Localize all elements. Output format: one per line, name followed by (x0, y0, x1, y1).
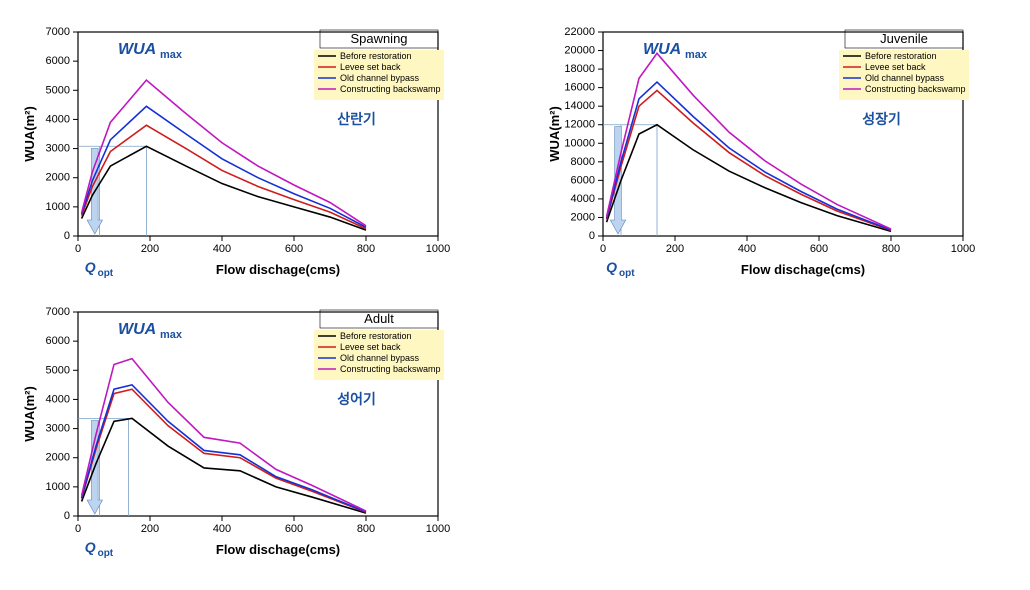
y-axis-label: WUA(m²) (547, 106, 562, 162)
legend-item: Before restoration (340, 331, 412, 341)
svg-text:200: 200 (666, 243, 684, 255)
svg-text:0: 0 (64, 230, 70, 242)
legend-item: Before restoration (340, 51, 412, 61)
svg-text:1000: 1000 (426, 523, 450, 535)
svg-text:1000: 1000 (951, 243, 975, 255)
panel-title: Juvenile (880, 31, 928, 46)
svg-text:2000: 2000 (46, 452, 70, 464)
panel-juvenile: 0200400600800100002000400060008000100001… (545, 20, 1010, 290)
svg-text:opt: opt (619, 268, 635, 279)
svg-text:opt: opt (98, 268, 114, 279)
legend-item: Levee set back (340, 62, 401, 72)
x-axis-label: Flow dischage(cms) (216, 542, 340, 557)
svg-text:2000: 2000 (571, 211, 595, 223)
svg-text:3000: 3000 (46, 143, 70, 155)
legend-item: Old channel bypass (865, 73, 945, 83)
svg-text:14000: 14000 (564, 100, 595, 112)
svg-text:600: 600 (810, 243, 828, 255)
svg-text:6000: 6000 (46, 55, 70, 67)
svg-text:5000: 5000 (46, 84, 70, 96)
svg-text:6000: 6000 (46, 335, 70, 347)
svg-text:0: 0 (589, 230, 595, 242)
svg-text:2000: 2000 (46, 172, 70, 184)
legend-item: Constructing backswamp (865, 84, 966, 94)
panel-title: Spawning (350, 31, 407, 46)
svg-text:200: 200 (141, 243, 159, 255)
svg-text:4000: 4000 (571, 193, 595, 205)
series-line (82, 418, 366, 513)
svg-text:16000: 16000 (564, 82, 595, 94)
legend-item: Old channel bypass (340, 73, 420, 83)
legend-item: Constructing backswamp (340, 364, 441, 374)
svg-text:1000: 1000 (46, 481, 70, 493)
chart-juvenile: 0200400600800100002000400060008000100001… (545, 20, 975, 280)
series-line (607, 82, 891, 230)
qopt-label: Q (606, 259, 617, 275)
legend-item: Levee set back (340, 342, 401, 352)
svg-text:7000: 7000 (46, 26, 70, 38)
svg-text:10000: 10000 (564, 137, 595, 149)
series-line (82, 385, 366, 512)
svg-text:4000: 4000 (46, 393, 70, 405)
svg-text:7000: 7000 (46, 306, 70, 318)
svg-text:4000: 4000 (46, 113, 70, 125)
svg-text:opt: opt (98, 548, 114, 559)
svg-text:max: max (160, 329, 183, 341)
svg-text:800: 800 (357, 243, 375, 255)
svg-text:400: 400 (738, 243, 756, 255)
legend-item: Constructing backswamp (340, 84, 441, 94)
korean-label: 산란기 (337, 111, 376, 127)
svg-text:18000: 18000 (564, 63, 595, 75)
panel-empty (545, 300, 1010, 570)
svg-text:400: 400 (213, 243, 231, 255)
svg-text:800: 800 (357, 523, 375, 535)
panel-adult: 0 200 400 600 800 1000 0 1000 2000 3000 4000 5000 60… (20, 300, 485, 570)
y-axis-label: WUA(m²) (22, 106, 37, 162)
svg-text:22000: 22000 (564, 26, 595, 38)
qopt-label: Q (85, 259, 96, 275)
svg-text:6000: 6000 (571, 174, 595, 186)
svg-text:3000: 3000 (46, 423, 70, 435)
svg-text:200: 200 (141, 523, 159, 535)
wua-max-label: WUA (118, 321, 156, 338)
svg-text:0: 0 (600, 243, 606, 255)
svg-text:8000: 8000 (571, 156, 595, 168)
svg-text:1000: 1000 (426, 243, 450, 255)
qopt-label: Q (85, 539, 96, 555)
svg-text:12000: 12000 (564, 119, 595, 131)
svg-text:400: 400 (213, 523, 231, 535)
series-line (82, 125, 366, 228)
legend-item: Before restoration (865, 51, 937, 61)
chart-adult: 0 200 400 600 800 1000 0 1000 2000 3000 4000 5000 60… (20, 300, 450, 560)
svg-text:0: 0 (75, 243, 81, 255)
svg-text:max: max (160, 49, 183, 61)
svg-text:0: 0 (75, 523, 81, 535)
chart-spawning: 0 200 400 600 800 1000 0 1000 2000 3000 4000 5000 60… (20, 20, 450, 280)
svg-text:5000: 5000 (46, 364, 70, 376)
legend-item: Old channel bypass (340, 353, 420, 363)
svg-text:800: 800 (882, 243, 900, 255)
korean-label: 성장기 (862, 111, 901, 127)
legend-item: Levee set back (865, 62, 926, 72)
korean-label: 성어기 (337, 391, 376, 407)
svg-text:600: 600 (285, 523, 303, 535)
svg-text:0: 0 (64, 510, 70, 522)
svg-text:1000: 1000 (46, 201, 70, 213)
panel-title: Adult (364, 311, 394, 326)
panel-spawning: 0 200 400 600 800 1000 0 1000 2000 3000 4000 5000 60… (20, 20, 485, 290)
x-axis-label: Flow dischage(cms) (216, 262, 340, 277)
series-line (82, 80, 366, 226)
svg-text:max: max (685, 49, 708, 61)
svg-text:600: 600 (285, 243, 303, 255)
wua-max-label: WUA (118, 41, 156, 58)
chart-grid: 0200400600800100001000200030004000500060… (20, 20, 1010, 570)
wua-max-label: WUA (643, 41, 681, 58)
svg-text:20000: 20000 (564, 45, 595, 57)
y-axis-label: WUA(m²) (22, 386, 37, 442)
x-axis-label: Flow dischage(cms) (741, 262, 865, 277)
series-line (82, 359, 366, 511)
